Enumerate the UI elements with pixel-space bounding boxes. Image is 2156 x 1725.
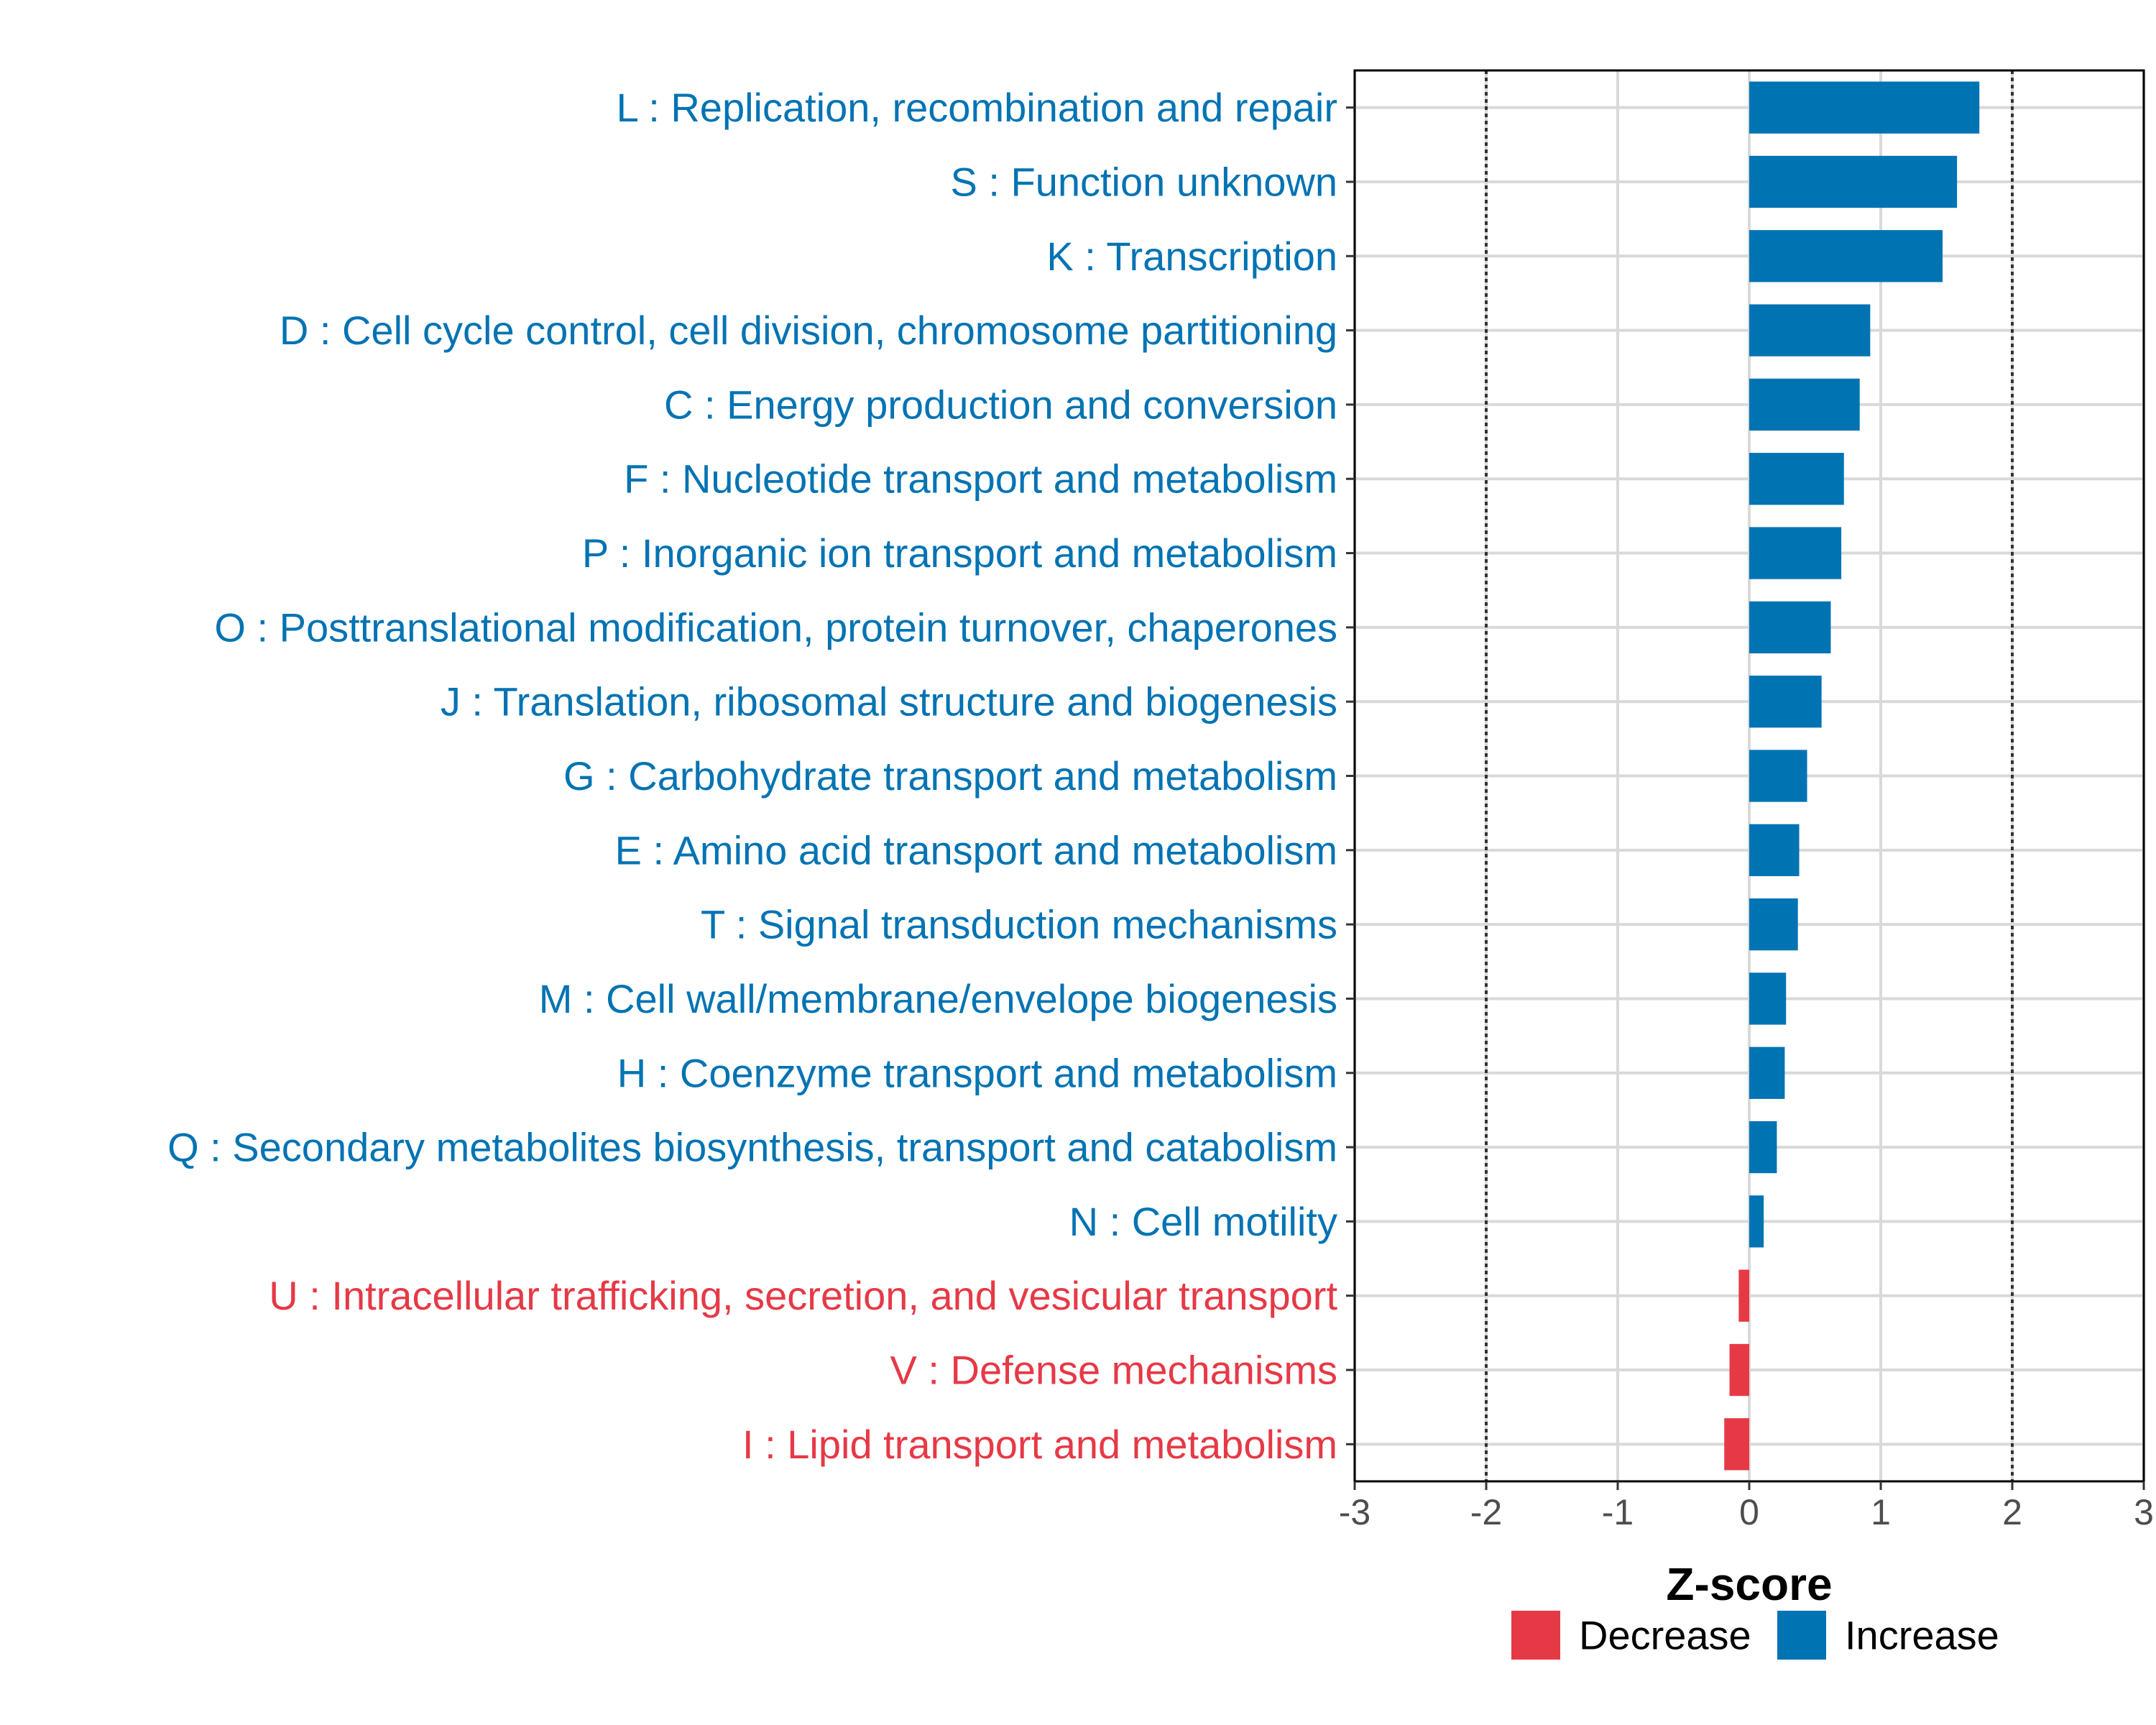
legend-label-increase: Increase: [1845, 1613, 1999, 1658]
legend-label-decrease: Decrease: [1579, 1613, 1751, 1658]
category-label: M : Cell wall/membrane/envelope biogenes…: [539, 976, 1337, 1021]
category-label: P : Inorganic ion transport and metaboli…: [582, 530, 1337, 576]
bar-k: [1749, 230, 1943, 282]
category-label: L : Replication, recombination and repai…: [617, 85, 1337, 130]
category-label: T : Signal transduction mechanisms: [701, 902, 1337, 947]
bar-o: [1749, 601, 1831, 654]
category-label: E : Amino acid transport and metabolism: [615, 827, 1337, 873]
bar-f: [1749, 453, 1844, 505]
x-tick-label: -2: [1470, 1492, 1502, 1532]
bar-q: [1749, 1121, 1777, 1174]
bar-m: [1749, 972, 1787, 1025]
bar-p: [1749, 527, 1842, 579]
category-label: I : Lipid transport and metabolism: [742, 1422, 1337, 1467]
category-label: V : Defense mechanisms: [890, 1348, 1337, 1393]
category-label: N : Cell motility: [1069, 1199, 1337, 1244]
x-tick-label: 3: [2134, 1492, 2154, 1532]
bar-s: [1749, 155, 1958, 208]
category-label: F : Nucleotide transport and metabolism: [624, 456, 1337, 502]
category-label: O : Posttranslational modification, prot…: [214, 604, 1337, 650]
x-tick-label: -1: [1602, 1492, 1634, 1532]
bar-d: [1749, 304, 1871, 356]
bar-l: [1749, 81, 1980, 134]
category-label: K : Transcription: [1046, 234, 1337, 279]
x-tick-label: -3: [1339, 1492, 1370, 1532]
x-tick-label: 2: [2002, 1492, 2022, 1532]
bar-h: [1749, 1046, 1785, 1099]
bar-g: [1749, 750, 1807, 802]
category-label: G : Carbohydrate transport and metabolis…: [563, 753, 1337, 799]
bar-e: [1749, 824, 1800, 876]
category-label: S : Function unknown: [950, 159, 1337, 204]
category-label: C : Energy production and conversion: [664, 382, 1337, 427]
legend-swatch-increase: [1777, 1611, 1826, 1660]
category-label: J : Translation, ribosomal structure and…: [441, 679, 1337, 724]
bar-i: [1724, 1418, 1749, 1471]
bar-u: [1738, 1269, 1749, 1322]
category-label: H : Coenzyme transport and metabolism: [617, 1050, 1337, 1095]
bar-n: [1749, 1195, 1764, 1248]
x-axis-title: Z-score: [1666, 1558, 1832, 1610]
legend-swatch-decrease: [1511, 1611, 1560, 1660]
x-tick-label: 0: [1739, 1492, 1759, 1532]
x-tick-label: 1: [1871, 1492, 1891, 1532]
bar-v: [1729, 1343, 1749, 1397]
bar-c: [1749, 378, 1860, 431]
category-label: Q : Secondary metabolites biosynthesis, …: [167, 1125, 1337, 1170]
category-label: U : Intracellular trafficking, secretion…: [269, 1273, 1337, 1318]
bar-j: [1749, 676, 1822, 728]
category-label: D : Cell cycle control, cell division, c…: [280, 308, 1337, 353]
bar-t: [1749, 898, 1798, 951]
